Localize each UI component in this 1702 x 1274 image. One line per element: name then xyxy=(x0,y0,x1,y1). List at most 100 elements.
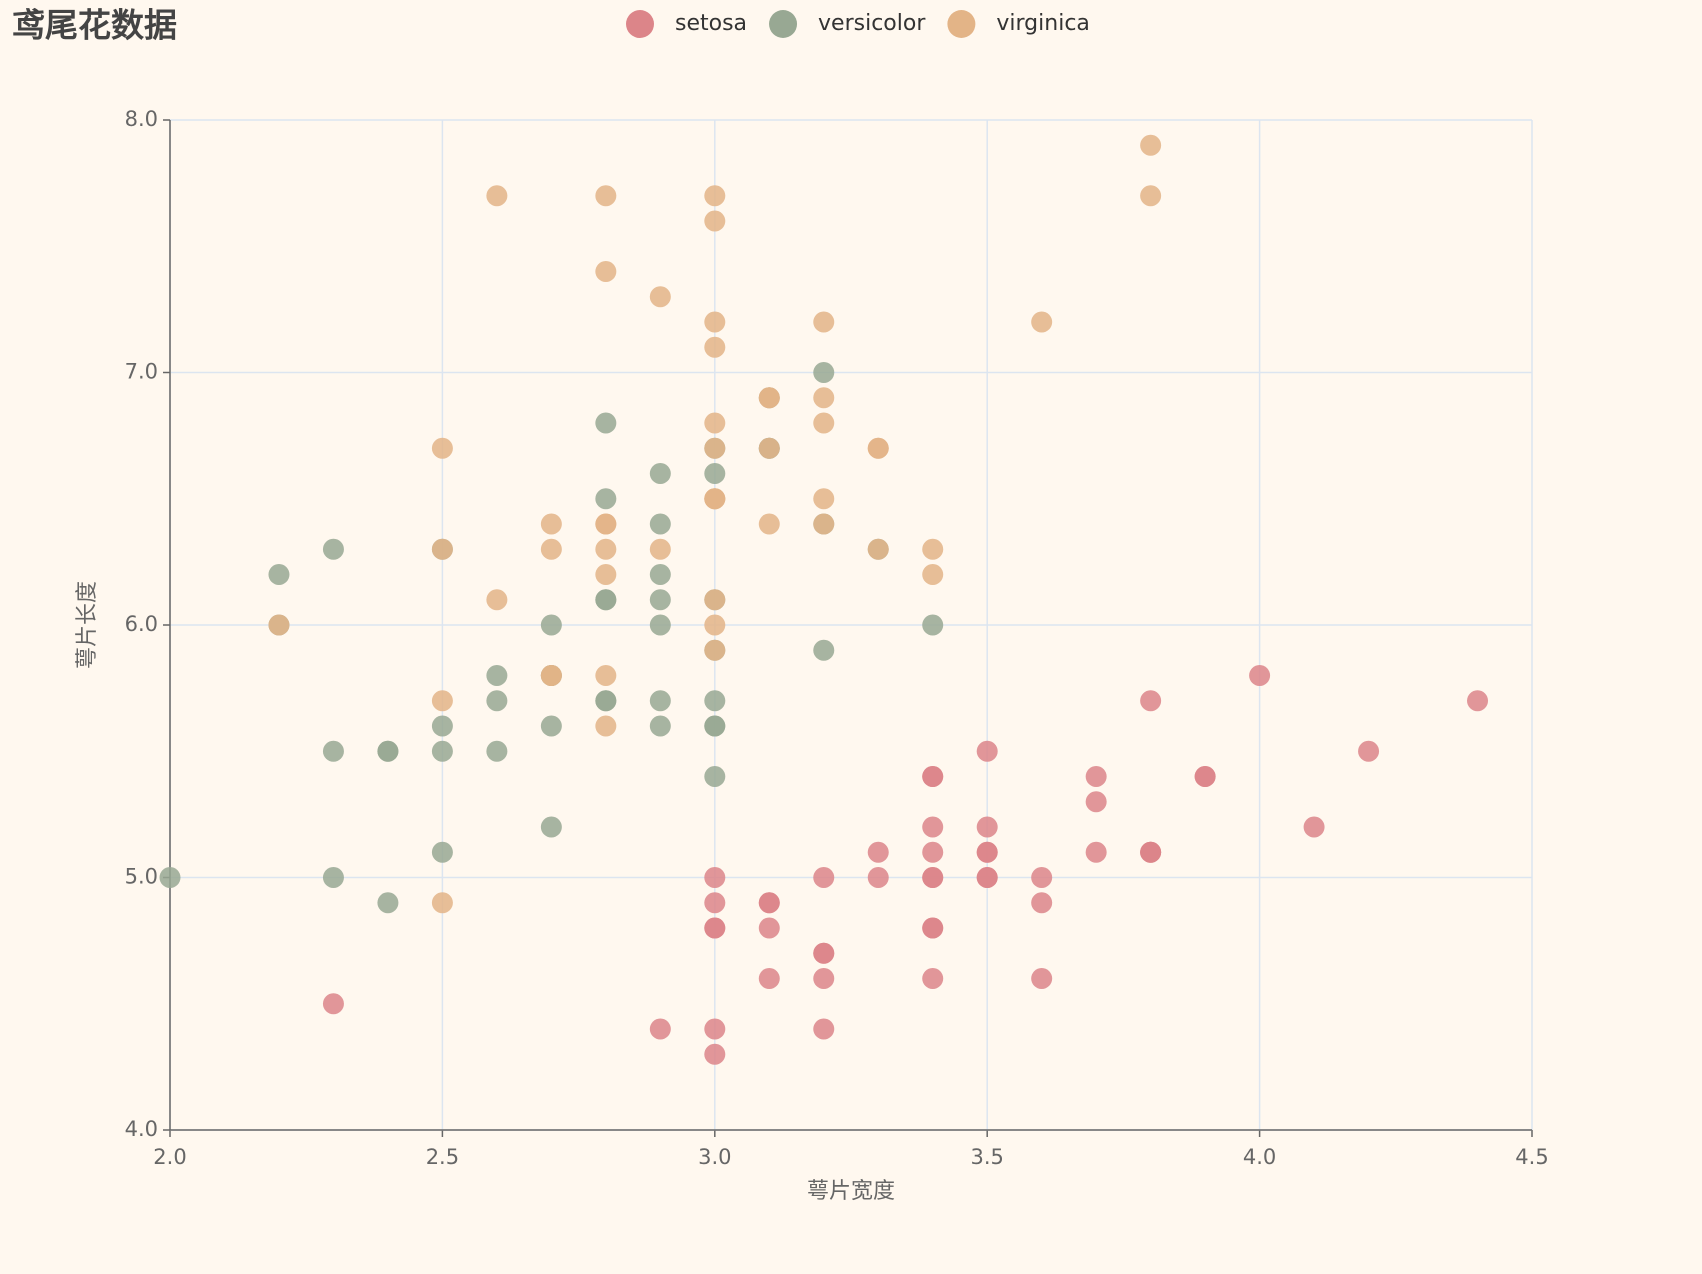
point xyxy=(813,513,835,535)
point xyxy=(649,614,671,636)
point xyxy=(431,437,453,459)
point xyxy=(922,917,944,939)
point xyxy=(704,917,726,939)
point xyxy=(758,917,780,939)
point xyxy=(704,715,726,737)
point xyxy=(431,690,453,712)
point xyxy=(322,993,344,1015)
point xyxy=(486,740,508,762)
point xyxy=(486,665,508,686)
point xyxy=(268,564,290,585)
point xyxy=(159,867,181,888)
point xyxy=(704,463,726,484)
point xyxy=(813,362,835,383)
point xyxy=(1031,892,1053,914)
point xyxy=(649,589,671,611)
point xyxy=(1031,968,1053,989)
point xyxy=(322,538,344,560)
point xyxy=(595,185,617,207)
point xyxy=(813,867,835,888)
point xyxy=(704,892,726,914)
point xyxy=(431,841,453,863)
point xyxy=(704,639,726,661)
point xyxy=(704,1043,726,1065)
point xyxy=(431,740,453,762)
y-axis-label: 萼片长度 xyxy=(75,581,100,669)
point xyxy=(704,1018,726,1040)
point xyxy=(867,538,889,560)
point xyxy=(813,1018,835,1040)
point xyxy=(649,513,671,535)
point xyxy=(922,614,944,636)
point xyxy=(976,816,998,838)
point xyxy=(1140,690,1162,712)
point xyxy=(922,867,944,888)
x-tick-label: 2.5 xyxy=(426,1145,459,1169)
point xyxy=(1140,134,1162,156)
point xyxy=(813,968,835,989)
point xyxy=(540,715,562,737)
legend-label: setosa xyxy=(675,11,747,36)
point xyxy=(377,892,399,914)
x-tick-label: 2.0 xyxy=(153,1145,186,1169)
point xyxy=(704,311,726,333)
point xyxy=(704,336,726,358)
point xyxy=(540,538,562,560)
point xyxy=(322,740,344,762)
point xyxy=(1467,690,1489,712)
point xyxy=(813,311,835,333)
point xyxy=(1249,665,1271,686)
point xyxy=(813,387,835,409)
point xyxy=(431,892,453,914)
point xyxy=(649,690,671,712)
point xyxy=(922,538,944,560)
point xyxy=(595,412,617,434)
point xyxy=(704,488,726,510)
point xyxy=(867,841,889,863)
point xyxy=(758,387,780,409)
point xyxy=(922,816,944,838)
point xyxy=(976,740,998,762)
point xyxy=(595,488,617,510)
point xyxy=(595,690,617,712)
x-axis-label: 萼片宽度 xyxy=(807,1179,895,1204)
point xyxy=(486,690,508,712)
point xyxy=(486,185,508,207)
point xyxy=(704,766,726,787)
y-tick-label: 8.0 xyxy=(125,107,158,131)
point xyxy=(922,968,944,989)
y-tick-label: 4.0 xyxy=(125,1117,158,1141)
point xyxy=(595,665,617,686)
point xyxy=(540,816,562,838)
point xyxy=(867,867,889,888)
point xyxy=(486,589,508,611)
point xyxy=(704,867,726,888)
legend-label: versicolor xyxy=(818,11,926,36)
point xyxy=(922,766,944,787)
point xyxy=(758,892,780,914)
point xyxy=(922,841,944,863)
point xyxy=(540,614,562,636)
point xyxy=(704,614,726,636)
point xyxy=(976,841,998,863)
point xyxy=(922,564,944,585)
point xyxy=(758,968,780,989)
point xyxy=(704,437,726,459)
legend-label: virginica xyxy=(996,11,1090,36)
point xyxy=(1303,816,1325,838)
point xyxy=(649,715,671,737)
point xyxy=(595,261,617,282)
point xyxy=(595,564,617,585)
point xyxy=(649,538,671,560)
point xyxy=(813,488,835,510)
x-tick-label: 4.5 xyxy=(1515,1145,1548,1169)
point xyxy=(431,715,453,737)
point xyxy=(704,690,726,712)
point xyxy=(649,286,671,308)
legend-swatch xyxy=(626,10,654,38)
point xyxy=(1085,841,1107,863)
point xyxy=(1358,740,1380,762)
point xyxy=(1085,766,1107,787)
